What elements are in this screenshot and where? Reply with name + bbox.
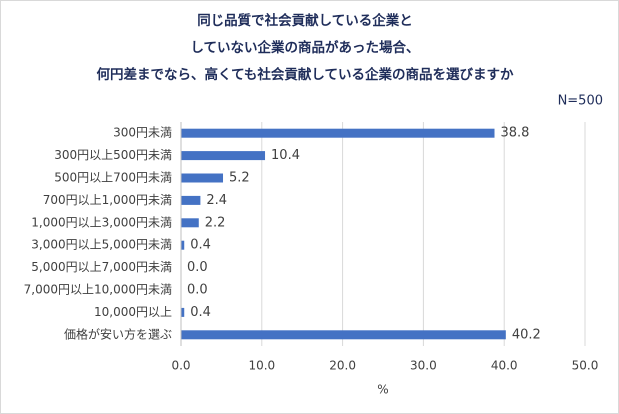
- bar: [181, 240, 185, 250]
- x-axis-label: %: [377, 383, 388, 397]
- y-tick-label: 300円以上500円未満: [54, 148, 172, 162]
- bar: [181, 173, 224, 183]
- x-tick-label: 30.0: [410, 359, 437, 373]
- value-label: 0.4: [190, 305, 211, 320]
- value-label: 2.2: [205, 215, 226, 230]
- x-tick-label: 10.0: [248, 359, 275, 373]
- value-label: 0.0: [187, 283, 208, 298]
- y-tick-label: 価格が安い方を選ぶ: [64, 326, 172, 341]
- value-label: 5.2: [229, 171, 250, 186]
- bar: [181, 330, 506, 340]
- value-label: 0.4: [190, 238, 211, 253]
- bar: [181, 307, 185, 317]
- y-tick-label: 300円未満: [113, 126, 172, 140]
- chart-title: 何円差までなら、高くても社会貢献している企業の商品を選びますか: [96, 66, 514, 83]
- y-tick-label: 700円以上1,000円未満: [43, 193, 172, 207]
- value-label: 38.8: [501, 126, 530, 141]
- y-tick-label: 3,000円以上5,000円未満: [31, 238, 172, 252]
- value-label: 0.0: [187, 260, 208, 275]
- value-label: 40.2: [512, 327, 541, 342]
- bar: [181, 195, 201, 205]
- y-tick-label: 500円以上700円未満: [54, 171, 172, 185]
- x-tick-label: 40.0: [491, 359, 518, 373]
- x-tick-label: 50.0: [572, 359, 599, 373]
- bar: [181, 128, 495, 138]
- chart-title: していない企業の商品があった場合、: [190, 39, 419, 56]
- x-tick-label: 0.0: [171, 359, 190, 373]
- value-label: 10.4: [271, 148, 300, 163]
- bar: [181, 151, 266, 161]
- value-label: 2.4: [206, 193, 227, 208]
- chart-title: 同じ品質で社会貢献している企業と: [197, 12, 413, 29]
- y-tick-label: 5,000円以上7,000円未満: [31, 260, 172, 274]
- bar: [181, 218, 199, 228]
- y-tick-label: 10,000円以上: [94, 305, 172, 319]
- y-tick-label: 1,000円以上3,000円未満: [31, 215, 172, 229]
- y-tick-label: 7,000円以上10,000円未満: [24, 283, 172, 297]
- x-tick-label: 20.0: [329, 359, 356, 373]
- sample-size: N=500: [558, 94, 603, 109]
